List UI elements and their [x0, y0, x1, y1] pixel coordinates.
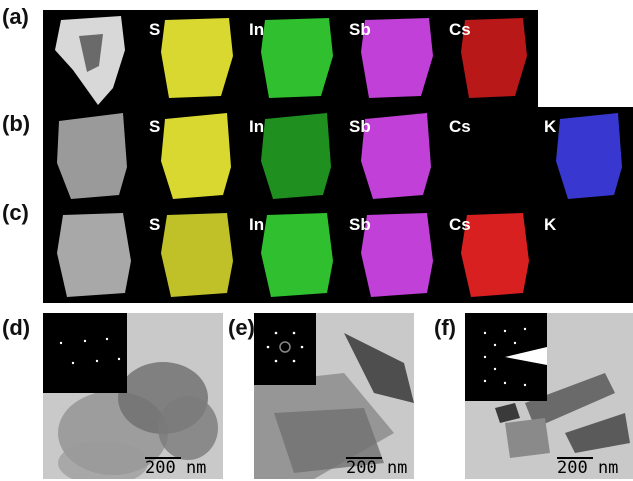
saed-inset-d	[43, 313, 127, 393]
panel-label-d: (d)	[2, 315, 31, 340]
map-in-b: In	[243, 107, 343, 207]
map-sb-c: Sb	[343, 205, 443, 305]
map-s-b: S	[143, 107, 243, 207]
element-label-s: S	[149, 117, 161, 136]
element-label-cs: Cs	[449, 20, 471, 39]
map-k-c: K	[538, 205, 633, 305]
panel-label-f: (f)	[434, 315, 456, 340]
panel-label-c: (c)	[2, 200, 29, 225]
element-label-sb: Sb	[349, 215, 371, 234]
sem-image-a	[43, 10, 143, 110]
element-label-s: S	[149, 20, 161, 39]
scale-label-f: 200 nm	[557, 458, 619, 478]
tem-image-e: 200 nm	[254, 313, 414, 479]
sem-image-c	[43, 205, 143, 305]
tem-image-f: 200 nm	[465, 313, 633, 479]
element-label-in: In	[249, 117, 265, 136]
map-k-b: K	[538, 107, 633, 207]
element-label-s: S	[149, 215, 161, 234]
row-b-edx-maps: S In Sb Cs K	[43, 107, 633, 205]
scale-bar-f	[557, 457, 593, 459]
element-label-cs: Cs	[449, 117, 471, 136]
scale-bar-d	[145, 457, 181, 459]
row-c-edx-maps: S In Sb Cs K	[43, 205, 633, 303]
element-label-k: K	[544, 117, 557, 136]
sem-image-b	[43, 107, 143, 207]
scale-bar-e	[346, 457, 382, 459]
map-sb-b: Sb	[343, 107, 443, 207]
panel-label-b: (b)	[2, 111, 31, 136]
element-label-sb: Sb	[349, 20, 371, 39]
element-label-sb: Sb	[349, 117, 371, 136]
map-sb-a: Sb	[343, 10, 443, 110]
map-cs-b: Cs	[443, 107, 543, 207]
map-s-a: S	[143, 10, 243, 110]
map-cs-c: Cs	[443, 205, 543, 305]
panel-label-e: (e)	[228, 315, 255, 340]
map-in-c: In	[243, 205, 343, 305]
map-in-a: In	[243, 10, 343, 110]
element-label-k: K	[544, 215, 557, 234]
saed-inset-e	[254, 313, 316, 385]
element-label-in: In	[249, 215, 265, 234]
panel-label-a: (a)	[2, 4, 29, 29]
scale-label-e: 200 nm	[346, 458, 408, 478]
map-s-c: S	[143, 205, 243, 305]
scale-label-d: 200 nm	[145, 458, 207, 478]
tem-image-d: 200 nm	[43, 313, 223, 479]
element-label-in: In	[249, 20, 265, 39]
map-cs-a: Cs	[443, 10, 543, 110]
saed-inset-f	[465, 313, 547, 401]
element-label-cs: Cs	[449, 215, 471, 234]
row-a-edx-maps: S In Sb Cs	[43, 10, 538, 108]
